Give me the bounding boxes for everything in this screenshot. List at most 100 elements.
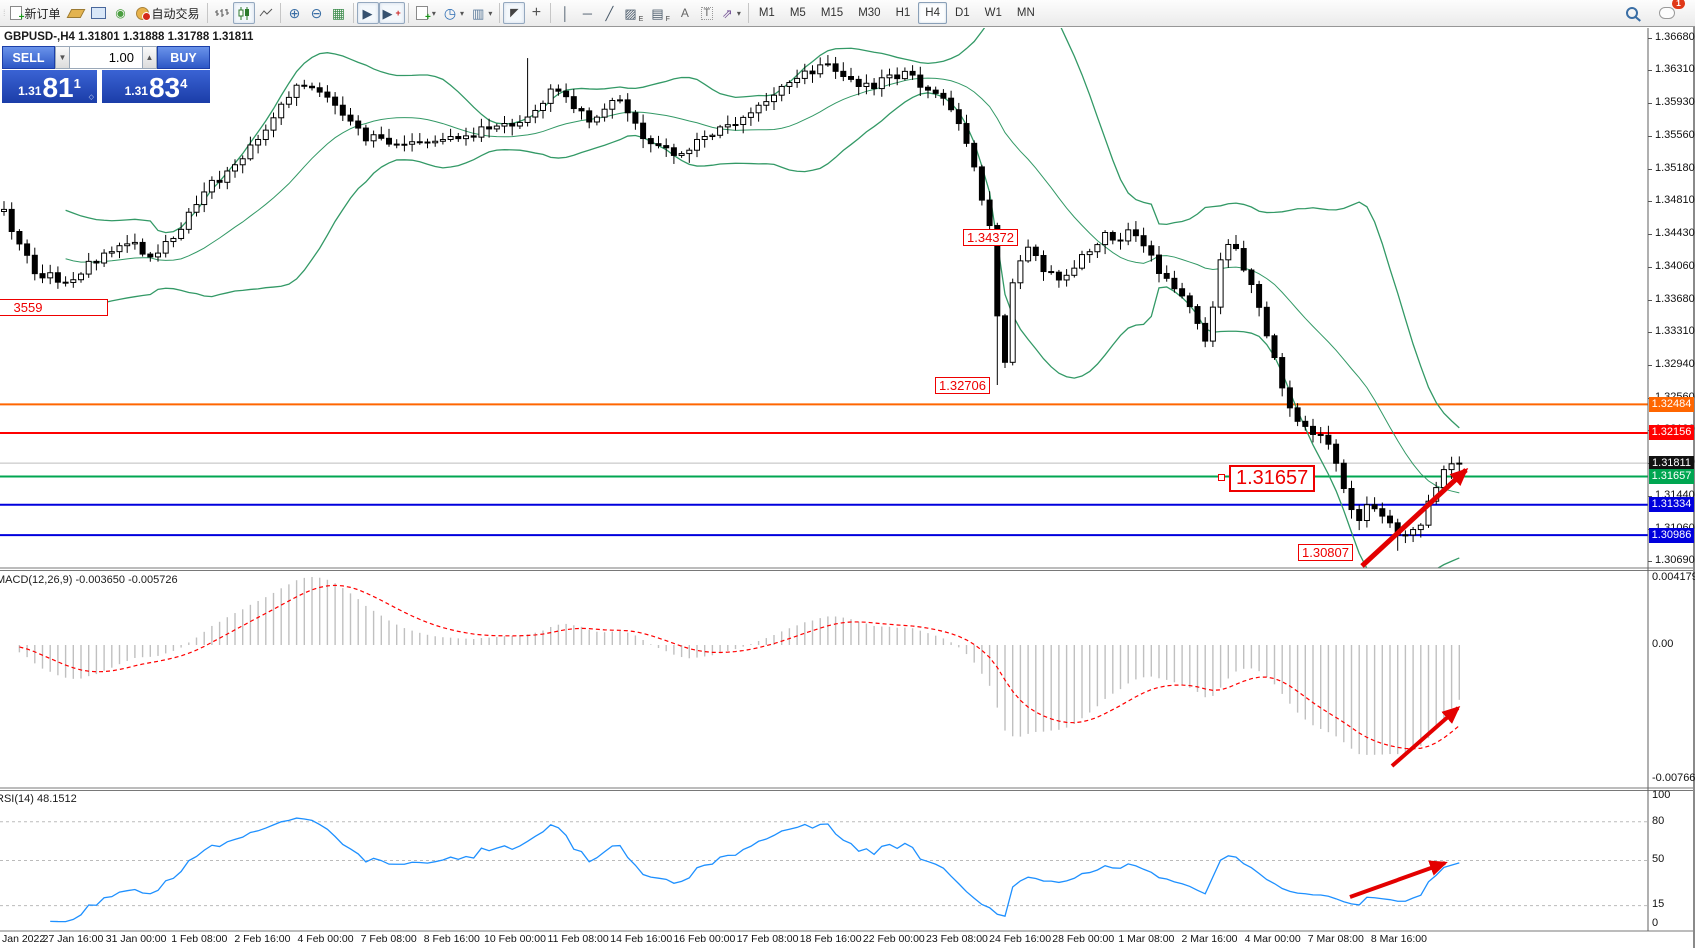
timeframe-m30[interactable]: M30 bbox=[858, 7, 881, 19]
new-order-button[interactable]: + 新订单 bbox=[6, 2, 65, 24]
time-axis-label[interactable]: 17 Feb 08:00 bbox=[736, 933, 799, 945]
price-axis-tickmark bbox=[1648, 168, 1652, 170]
time-axis-label[interactable]: Jan 2022 bbox=[2, 933, 46, 945]
text-button[interactable]: A bbox=[674, 2, 696, 24]
time-axis-label[interactable]: 8 Mar 16:00 bbox=[1370, 933, 1427, 945]
time-axis-label[interactable]: 18 Feb 16:00 bbox=[799, 933, 862, 945]
zoom-in-button[interactable]: ⊕ bbox=[284, 2, 306, 24]
time-axis-label[interactable]: 24 Feb 16:00 bbox=[989, 933, 1052, 945]
sell-button[interactable]: SELL bbox=[2, 46, 55, 69]
fibonacci-button[interactable]: ▤ F bbox=[647, 2, 674, 24]
time-axis-label[interactable]: 8 Feb 16:00 bbox=[423, 933, 480, 945]
time-axis-label[interactable]: 23 Feb 08:00 bbox=[926, 933, 988, 945]
timeframe-m5[interactable]: M5 bbox=[789, 7, 806, 19]
annotation-anchor-square bbox=[1218, 474, 1225, 481]
price-axis-tickmark bbox=[1648, 266, 1652, 268]
price-axis-tickmark bbox=[1648, 234, 1652, 236]
annotation-left-price[interactable]: 3559 bbox=[0, 299, 108, 316]
candlestick-chart-button[interactable] bbox=[232, 2, 255, 24]
tile-windows-button[interactable]: ▦ bbox=[328, 2, 350, 24]
time-axis-label[interactable]: 10 Feb 00:00 bbox=[484, 933, 546, 945]
crosshair-button[interactable]: + bbox=[525, 2, 547, 24]
macd-label: MACD(12,26,9) -0.003650 -0.005726 bbox=[0, 574, 178, 586]
search-button[interactable] bbox=[1621, 2, 1643, 24]
time-axis-label[interactable]: 22 Feb 00:00 bbox=[862, 933, 925, 945]
time-axis-label[interactable]: 1 Mar 08:00 bbox=[1118, 933, 1175, 945]
timeframe-d1[interactable]: D1 bbox=[954, 7, 970, 19]
sell-price-box[interactable]: 1.31 81 1 ◇ bbox=[2, 70, 97, 103]
time-axis-label[interactable]: 11 Feb 08:00 bbox=[547, 933, 609, 945]
toolbar: ⁞ + 新订单 ◉ 自动交易 ⊕ bbox=[0, 0, 1695, 27]
zoom-out-button[interactable]: ⊖ bbox=[306, 2, 328, 24]
timeframe-h4[interactable]: H4 bbox=[918, 2, 947, 24]
timeframe-m1[interactable]: M1 bbox=[758, 7, 775, 19]
volume-up-button[interactable]: ▲ bbox=[142, 46, 157, 69]
trend-arrow bbox=[1390, 706, 1461, 768]
arrows-button[interactable]: ⇗ ▾ bbox=[718, 2, 745, 24]
crosshair-icon: + bbox=[531, 4, 542, 21]
horizontal-line-button[interactable]: ─ bbox=[576, 2, 598, 24]
autotrade-button[interactable]: 自动交易 bbox=[132, 2, 204, 24]
templates-button[interactable]: ▥ ▾ bbox=[468, 2, 496, 24]
bar-chart-button[interactable] bbox=[211, 2, 233, 24]
indicators-icon: + bbox=[415, 6, 431, 23]
charts-window-button[interactable] bbox=[87, 2, 110, 24]
channel-button[interactable]: ▨ E bbox=[620, 2, 647, 24]
vertical-line-button[interactable]: │ bbox=[554, 2, 576, 24]
timeframe-m15[interactable]: M15 bbox=[820, 7, 844, 19]
time-axis-label[interactable]: 14 Feb 16:00 bbox=[610, 933, 673, 945]
time-axis-label[interactable]: 28 Feb 00:00 bbox=[1052, 933, 1115, 945]
annotation-swing-low[interactable]: 1.30807 bbox=[1298, 544, 1353, 561]
volume-input[interactable]: 1.00 bbox=[70, 46, 142, 69]
chart-shift-button[interactable]: ▶ + bbox=[378, 2, 405, 24]
time-axis-label[interactable]: 27 Jan 16:00 bbox=[42, 933, 104, 945]
chat-button[interactable]: 1 bbox=[1655, 0, 1685, 24]
time-axis-label[interactable]: 2 Feb 16:00 bbox=[234, 933, 291, 945]
line-chart-button[interactable] bbox=[255, 2, 277, 24]
price-axis-tick: 1.35180 bbox=[1655, 161, 1695, 174]
buy-price-big: 83 bbox=[148, 72, 181, 103]
annotation-level-big[interactable]: 1.31657 bbox=[1229, 465, 1316, 492]
channel-icon: ▨ bbox=[624, 5, 637, 21]
template-icon: ▥ bbox=[472, 5, 485, 21]
timeframe-h1[interactable]: H1 bbox=[895, 7, 911, 19]
time-axis-label[interactable]: 7 Feb 08:00 bbox=[360, 933, 417, 945]
cursor-button[interactable]: ◤ bbox=[503, 2, 526, 24]
separator bbox=[550, 3, 552, 23]
signal-button[interactable]: ◉ bbox=[110, 2, 132, 24]
vertical-line-icon: │ bbox=[561, 5, 570, 21]
text-label-button[interactable]: T bbox=[696, 2, 718, 24]
annotation-crash-low[interactable]: 1.32706 bbox=[935, 377, 990, 394]
time-axis-label[interactable]: 4 Mar 00:00 bbox=[1244, 933, 1301, 945]
annotation-swing-high[interactable]: 1.34372 bbox=[963, 229, 1018, 246]
trendline-button[interactable]: ╱ bbox=[598, 2, 620, 24]
time-axis-label[interactable]: 31 Jan 00:00 bbox=[105, 933, 167, 945]
price-axis-tick: 1.31810 bbox=[1655, 456, 1695, 469]
chat-icon bbox=[1659, 7, 1675, 19]
time-axis-label[interactable]: 16 Feb 00:00 bbox=[673, 933, 736, 945]
timeframe-w1[interactable]: W1 bbox=[984, 7, 1002, 19]
timeframe-mn[interactable]: MN bbox=[1016, 7, 1035, 19]
rsi-label: RSI(14) 48.1512 bbox=[0, 793, 77, 805]
time-axis-label[interactable]: 1 Feb 08:00 bbox=[171, 933, 228, 945]
buy-button[interactable]: BUY bbox=[157, 46, 210, 69]
time-axis-label[interactable]: 2 Mar 16:00 bbox=[1181, 933, 1238, 945]
chevron-down-icon: ▾ bbox=[736, 8, 741, 18]
time-axis-label[interactable]: 4 Feb 00:00 bbox=[297, 933, 354, 945]
chevron-down-icon: ▾ bbox=[460, 8, 465, 18]
time-axis-label[interactable]: 7 Mar 08:00 bbox=[1307, 933, 1364, 945]
price-axis-tick: 1.33680 bbox=[1655, 292, 1695, 305]
buy-price-box[interactable]: 1.31 83 4 bbox=[102, 70, 210, 103]
separator bbox=[352, 3, 354, 23]
auto-scroll-button[interactable]: ▶ bbox=[356, 2, 379, 24]
zoom-out-icon: ⊖ bbox=[310, 5, 323, 21]
indicators-button[interactable]: + ▾ bbox=[412, 2, 440, 24]
volume-down-button[interactable]: ▼ bbox=[55, 46, 70, 69]
text-icon: A bbox=[680, 6, 689, 20]
styler-button[interactable] bbox=[65, 2, 87, 24]
periods-button[interactable]: ◷ ▾ bbox=[440, 2, 468, 24]
price-axis-tickmark bbox=[1648, 332, 1652, 334]
